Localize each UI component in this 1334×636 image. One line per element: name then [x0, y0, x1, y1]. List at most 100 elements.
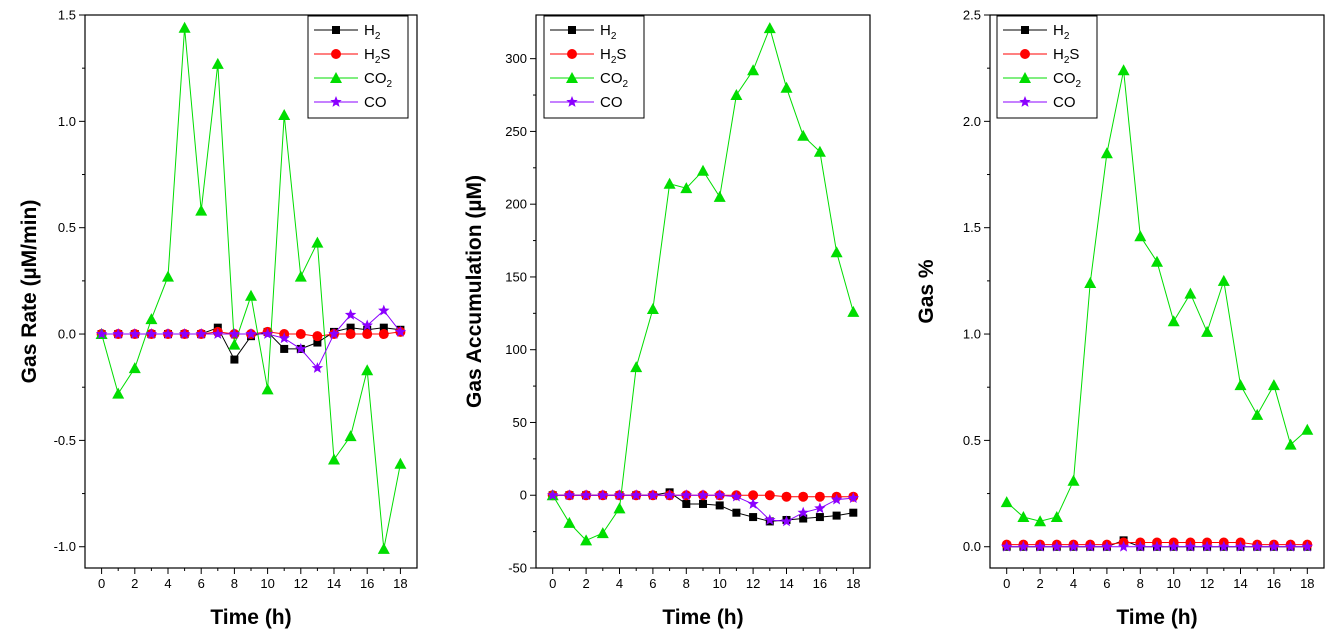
y-axis-title: Gas Accumulation (µM) — [463, 175, 486, 408]
data-point-CO2 — [730, 89, 743, 101]
data-point-CO — [847, 492, 860, 503]
data-point-CO — [1117, 540, 1130, 552]
data-point-H2S — [781, 491, 792, 502]
x-tick-label: 12 — [294, 576, 308, 591]
data-point-CO — [378, 304, 390, 316]
data-point-CO2 — [394, 457, 407, 469]
x-tick-label: 0 — [1003, 576, 1010, 591]
x-tick-label: 2 — [582, 576, 589, 591]
data-point-CO2 — [680, 182, 693, 194]
y-tick-label: 150 — [505, 269, 527, 284]
data-point-CO2 — [361, 364, 374, 376]
data-point-H2 — [280, 344, 289, 353]
data-point-H2 — [749, 513, 758, 522]
data-point-CO2 — [112, 387, 125, 399]
x-tick-label: 10 — [260, 576, 274, 591]
x-tick-label: 14 — [1233, 576, 1247, 591]
legend-label-suffix: S — [1069, 46, 1079, 63]
legend-label-main: CO — [600, 94, 623, 111]
y-tick-label: -1.0 — [54, 539, 76, 554]
legend-label-H2S: H2S — [364, 46, 390, 66]
data-point-H2S — [345, 329, 356, 340]
x-tick-label: 16 — [360, 576, 374, 591]
x-tick-label: 6 — [649, 576, 656, 591]
data-point-CO2 — [211, 57, 224, 69]
data-point-CO — [1167, 540, 1180, 552]
data-point-CO2 — [1251, 408, 1264, 420]
x-tick-label: 16 — [1267, 576, 1281, 591]
x-tick-label: 8 — [231, 576, 238, 591]
data-point-CO — [647, 489, 659, 501]
legend-label-main: CO — [1053, 70, 1076, 87]
data-point-CO — [295, 342, 307, 354]
data-point-CO — [278, 332, 290, 344]
data-point-CO — [1134, 540, 1147, 552]
data-point-CO — [1151, 540, 1163, 552]
y-tick-label: 2.0 — [963, 114, 981, 129]
data-point-CO2 — [1100, 147, 1113, 159]
data-point-CO2 — [847, 305, 860, 317]
chart-panel-3: 0 2 4 6 8 10 12 14 16 18 0.0 0.5 1.0 1.5 2.0 2.5 Time (h… — [915, 8, 1325, 629]
data-point-CO — [261, 328, 274, 339]
legend-label-suffix: S — [380, 46, 390, 63]
data-point-CO — [1234, 540, 1247, 552]
data-point-CO2 — [646, 302, 659, 314]
data-point-CO — [1251, 540, 1263, 552]
x-tick-label: 4 — [164, 576, 171, 591]
x-tick-label: 12 — [746, 576, 760, 591]
legend-label-main: CO — [364, 94, 387, 111]
x-axis-title: Time (h) — [1116, 606, 1197, 629]
legend-label-CO2: CO2 — [364, 70, 393, 90]
data-point-CO2 — [813, 145, 826, 157]
data-point-H2 — [715, 501, 724, 510]
x-tick-label: 14 — [327, 576, 341, 591]
data-point-CO — [830, 493, 843, 505]
chart-panel-2: 0 2 4 6 8 10 12 14 16 18 -50 0 50 100 150 200 250 300 Time… — [463, 14, 871, 629]
x-axis-title: Time (h) — [662, 606, 743, 629]
x-tick-label: 18 — [1300, 576, 1314, 591]
x-tick-label: 14 — [779, 576, 793, 591]
data-point-CO2 — [580, 534, 593, 546]
data-point-CO2 — [1234, 379, 1247, 391]
data-point-CO — [1268, 540, 1280, 552]
y-tick-label: 1.0 — [58, 114, 76, 129]
data-point-CO — [228, 328, 241, 339]
data-point-CO2 — [145, 313, 158, 325]
data-point-CO2 — [613, 502, 626, 514]
data-point-CO2 — [763, 22, 776, 34]
legend-label-subscript: 2 — [375, 31, 381, 42]
data-point-H2 — [732, 508, 741, 517]
x-tick-label: 2 — [131, 576, 138, 591]
data-point-CO2 — [1151, 255, 1163, 267]
data-point-H2 — [682, 499, 691, 508]
data-point-CO2 — [1167, 315, 1180, 327]
y-tick-label: 300 — [505, 51, 527, 66]
data-point-CO — [580, 489, 592, 501]
legend-label-main: CO — [364, 70, 387, 87]
data-point-H2 — [313, 338, 322, 347]
data-point-CO — [344, 308, 357, 320]
data-point-CO2 — [1084, 276, 1097, 288]
data-point-CO — [730, 490, 743, 502]
data-point-CO2 — [1000, 496, 1013, 508]
data-point-CO2 — [1301, 423, 1314, 435]
data-point-CO — [129, 328, 141, 339]
data-point-H2S — [312, 331, 323, 342]
legend-label-CO2: CO2 — [1053, 70, 1082, 90]
y-tick-label: 0.5 — [58, 220, 76, 235]
data-point-CO — [1201, 540, 1213, 552]
data-point-CO2 — [377, 542, 390, 554]
data-point-CO2 — [1034, 515, 1047, 527]
data-point-CO — [245, 328, 257, 339]
data-point-CO2 — [344, 430, 357, 442]
legend-label-main: H — [364, 22, 375, 39]
legend-label-CO: CO — [600, 94, 623, 111]
data-point-CO — [663, 489, 676, 501]
legend-label-H2S: H2S — [1053, 46, 1079, 66]
data-point-CO2 — [195, 204, 208, 216]
data-point-CO — [1084, 540, 1096, 552]
data-point-CO — [95, 328, 108, 339]
x-tick-label: 10 — [712, 576, 726, 591]
legend-label-suffix: S — [616, 46, 626, 63]
